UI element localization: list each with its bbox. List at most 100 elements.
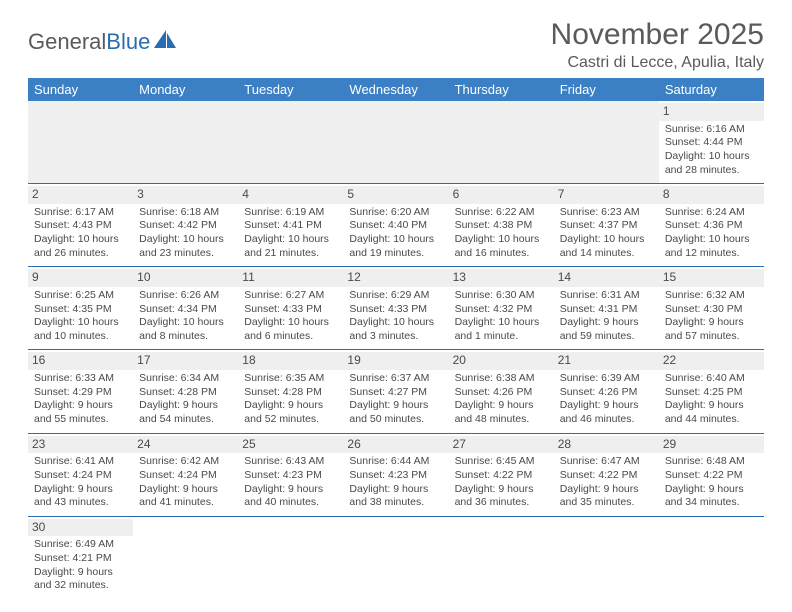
day-number: 26 — [343, 436, 448, 454]
daylight-text: Daylight: 9 hours and 54 minutes. — [139, 399, 232, 426]
sunrise-text: Sunrise: 6:19 AM — [244, 206, 337, 220]
logo-text-blue: Blue — [106, 29, 150, 54]
day-number: 8 — [659, 186, 764, 204]
calendar-cell: 6Sunrise: 6:22 AMSunset: 4:38 PMDaylight… — [449, 184, 554, 267]
sunrise-text: Sunrise: 6:34 AM — [139, 372, 232, 386]
weekday-header: Monday — [133, 78, 238, 101]
daylight-text: Daylight: 10 hours and 8 minutes. — [139, 316, 232, 343]
calendar-week-row: 23Sunrise: 6:41 AMSunset: 4:24 PMDayligh… — [28, 433, 764, 516]
sunrise-text: Sunrise: 6:22 AM — [455, 206, 548, 220]
calendar-cell: 13Sunrise: 6:30 AMSunset: 4:32 PMDayligh… — [449, 267, 554, 350]
calendar-week-row: 30Sunrise: 6:49 AMSunset: 4:21 PMDayligh… — [28, 516, 764, 599]
day-number: 14 — [554, 269, 659, 287]
sunrise-text: Sunrise: 6:38 AM — [455, 372, 548, 386]
calendar-cell: 15Sunrise: 6:32 AMSunset: 4:30 PMDayligh… — [659, 267, 764, 350]
sunset-text: Sunset: 4:24 PM — [139, 469, 232, 483]
calendar-cell — [554, 516, 659, 599]
calendar-cell — [449, 101, 554, 184]
calendar-week-row: 16Sunrise: 6:33 AMSunset: 4:29 PMDayligh… — [28, 350, 764, 433]
sunrise-text: Sunrise: 6:18 AM — [139, 206, 232, 220]
day-number: 9 — [28, 269, 133, 287]
sunrise-text: Sunrise: 6:43 AM — [244, 455, 337, 469]
weekday-header: Wednesday — [343, 78, 448, 101]
day-number: 29 — [659, 436, 764, 454]
daylight-text: Daylight: 10 hours and 16 minutes. — [455, 233, 548, 260]
daylight-text: Daylight: 9 hours and 38 minutes. — [349, 483, 442, 510]
calendar-cell: 1Sunrise: 6:16 AMSunset: 4:44 PMDaylight… — [659, 101, 764, 184]
daylight-text: Daylight: 10 hours and 1 minute. — [455, 316, 548, 343]
sunset-text: Sunset: 4:34 PM — [139, 303, 232, 317]
sunrise-text: Sunrise: 6:45 AM — [455, 455, 548, 469]
daylight-text: Daylight: 9 hours and 55 minutes. — [34, 399, 127, 426]
daylight-text: Daylight: 10 hours and 26 minutes. — [34, 233, 127, 260]
sunset-text: Sunset: 4:44 PM — [665, 136, 758, 150]
sunrise-text: Sunrise: 6:39 AM — [560, 372, 653, 386]
calendar-cell: 21Sunrise: 6:39 AMSunset: 4:26 PMDayligh… — [554, 350, 659, 433]
day-number: 25 — [238, 436, 343, 454]
calendar-cell — [133, 516, 238, 599]
daylight-text: Daylight: 9 hours and 59 minutes. — [560, 316, 653, 343]
calendar-cell: 30Sunrise: 6:49 AMSunset: 4:21 PMDayligh… — [28, 516, 133, 599]
sunrise-text: Sunrise: 6:20 AM — [349, 206, 442, 220]
day-number: 6 — [449, 186, 554, 204]
calendar-cell: 19Sunrise: 6:37 AMSunset: 4:27 PMDayligh… — [343, 350, 448, 433]
calendar-cell: 23Sunrise: 6:41 AMSunset: 4:24 PMDayligh… — [28, 433, 133, 516]
sunrise-text: Sunrise: 6:25 AM — [34, 289, 127, 303]
calendar-cell: 22Sunrise: 6:40 AMSunset: 4:25 PMDayligh… — [659, 350, 764, 433]
logo-text-general: General — [28, 29, 106, 54]
sunset-text: Sunset: 4:24 PM — [34, 469, 127, 483]
sunrise-text: Sunrise: 6:32 AM — [665, 289, 758, 303]
sunset-text: Sunset: 4:26 PM — [560, 386, 653, 400]
weekday-header: Sunday — [28, 78, 133, 101]
day-number: 11 — [238, 269, 343, 287]
logo-text: GeneralBlue — [28, 29, 150, 55]
calendar-table: SundayMondayTuesdayWednesdayThursdayFrid… — [28, 78, 764, 599]
day-number: 2 — [28, 186, 133, 204]
calendar-cell: 7Sunrise: 6:23 AMSunset: 4:37 PMDaylight… — [554, 184, 659, 267]
sunrise-text: Sunrise: 6:17 AM — [34, 206, 127, 220]
day-number: 27 — [449, 436, 554, 454]
calendar-cell: 24Sunrise: 6:42 AMSunset: 4:24 PMDayligh… — [133, 433, 238, 516]
sunrise-text: Sunrise: 6:48 AM — [665, 455, 758, 469]
sunset-text: Sunset: 4:22 PM — [455, 469, 548, 483]
calendar-cell: 12Sunrise: 6:29 AMSunset: 4:33 PMDayligh… — [343, 267, 448, 350]
sunset-text: Sunset: 4:26 PM — [455, 386, 548, 400]
weekday-header: Tuesday — [238, 78, 343, 101]
sunrise-text: Sunrise: 6:30 AM — [455, 289, 548, 303]
calendar-cell: 5Sunrise: 6:20 AMSunset: 4:40 PMDaylight… — [343, 184, 448, 267]
day-number: 23 — [28, 436, 133, 454]
sunset-text: Sunset: 4:31 PM — [560, 303, 653, 317]
daylight-text: Daylight: 10 hours and 10 minutes. — [34, 316, 127, 343]
day-number: 22 — [659, 352, 764, 370]
day-number: 4 — [238, 186, 343, 204]
sunset-text: Sunset: 4:33 PM — [244, 303, 337, 317]
day-number: 15 — [659, 269, 764, 287]
calendar-cell: 26Sunrise: 6:44 AMSunset: 4:23 PMDayligh… — [343, 433, 448, 516]
day-number: 21 — [554, 352, 659, 370]
day-number: 16 — [28, 352, 133, 370]
title-block: November 2025 Castri di Lecce, Apulia, I… — [551, 18, 764, 72]
calendar-cell — [659, 516, 764, 599]
sunset-text: Sunset: 4:35 PM — [34, 303, 127, 317]
calendar-body: 1Sunrise: 6:16 AMSunset: 4:44 PMDaylight… — [28, 101, 764, 599]
sunset-text: Sunset: 4:37 PM — [560, 219, 653, 233]
location: Castri di Lecce, Apulia, Italy — [551, 54, 764, 72]
sunrise-text: Sunrise: 6:23 AM — [560, 206, 653, 220]
sunrise-text: Sunrise: 6:40 AM — [665, 372, 758, 386]
calendar-cell — [238, 101, 343, 184]
sunset-text: Sunset: 4:27 PM — [349, 386, 442, 400]
calendar-cell: 28Sunrise: 6:47 AMSunset: 4:22 PMDayligh… — [554, 433, 659, 516]
day-number: 19 — [343, 352, 448, 370]
day-number: 17 — [133, 352, 238, 370]
daylight-text: Daylight: 9 hours and 50 minutes. — [349, 399, 442, 426]
sunset-text: Sunset: 4:33 PM — [349, 303, 442, 317]
day-number: 5 — [343, 186, 448, 204]
daylight-text: Daylight: 10 hours and 12 minutes. — [665, 233, 758, 260]
calendar-cell — [343, 101, 448, 184]
sunset-text: Sunset: 4:41 PM — [244, 219, 337, 233]
day-number: 3 — [133, 186, 238, 204]
calendar-cell — [343, 516, 448, 599]
sunrise-text: Sunrise: 6:27 AM — [244, 289, 337, 303]
day-number: 1 — [659, 103, 764, 121]
sunset-text: Sunset: 4:25 PM — [665, 386, 758, 400]
